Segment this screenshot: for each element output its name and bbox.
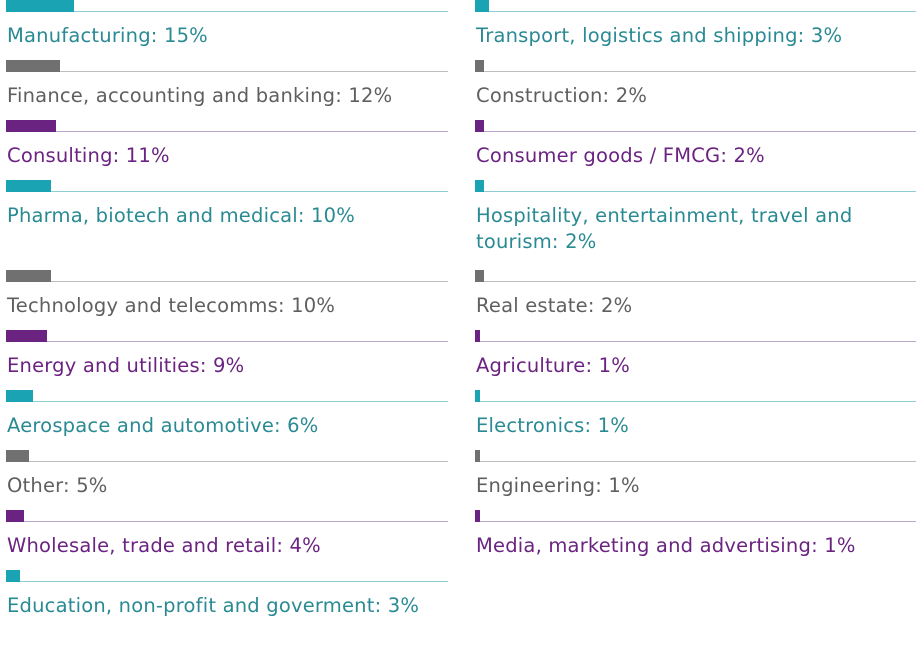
bar — [475, 120, 484, 132]
chart-column-left: Manufacturing: 15% Finance, accounting an… — [6, 0, 448, 630]
bar — [6, 120, 56, 132]
bar-row: Technology and telecomms: 10% — [6, 270, 448, 330]
bar — [6, 270, 51, 282]
bar-row: Hospitality, entertainment, travel and t… — [475, 180, 916, 270]
row-divider — [475, 341, 916, 342]
row-divider — [6, 581, 448, 582]
row-divider — [475, 131, 916, 132]
bar-label: Electronics: 1% — [476, 414, 629, 437]
bar-row: Real estate: 2% — [475, 270, 916, 330]
row-divider — [475, 71, 916, 72]
row-divider — [6, 341, 448, 342]
row-divider — [6, 461, 448, 462]
row-divider — [6, 71, 448, 72]
bar-row: Construction: 2% — [475, 60, 916, 120]
row-divider — [475, 281, 916, 282]
bar-label: Finance, accounting and banking: 12% — [7, 84, 393, 107]
bar-row: Consulting: 11% — [6, 120, 448, 180]
bar — [475, 180, 484, 192]
bar-label: Hospitality, entertainment, travel and t… — [476, 204, 853, 253]
row-divider — [475, 11, 916, 12]
bar-label: Aerospace and automotive: 6% — [7, 414, 319, 437]
bar-row: Finance, accounting and banking: 12% — [6, 60, 448, 120]
bar — [475, 60, 484, 72]
bar-row: Transport, logistics and shipping: 3% — [475, 0, 916, 60]
row-divider — [6, 191, 448, 192]
bar — [475, 510, 480, 522]
row-divider — [475, 191, 916, 192]
row-divider — [475, 401, 916, 402]
row-divider — [6, 131, 448, 132]
bar-label: Engineering: 1% — [476, 474, 640, 497]
bar — [475, 330, 480, 342]
bar-label: Energy and utilities: 9% — [7, 354, 245, 377]
bar-label: Education, non-profit and goverment: 3% — [7, 594, 420, 617]
bar-row: Aerospace and automotive: 6% — [6, 390, 448, 450]
bar-label: Other: 5% — [7, 474, 108, 497]
bar — [475, 270, 484, 282]
bar-label: Technology and telecomms: 10% — [7, 294, 336, 317]
bar-row: Electronics: 1% — [475, 390, 916, 450]
row-divider — [6, 521, 448, 522]
bar-row: Education, non-profit and goverment: 3% — [6, 570, 448, 630]
bar — [475, 390, 480, 402]
bar-row: Pharma, biotech and medical: 10% — [6, 180, 448, 270]
row-divider — [6, 11, 448, 12]
row-divider — [6, 401, 448, 402]
bar — [475, 0, 489, 12]
bar — [6, 60, 60, 72]
bar-label: Consumer goods / FMCG: 2% — [476, 144, 765, 167]
bar-row: Media, marketing and advertising: 1% — [475, 510, 916, 570]
row-divider — [6, 281, 448, 282]
bar — [6, 0, 74, 12]
chart-column-right: Transport, logistics and shipping: 3% Con… — [475, 0, 916, 570]
bar-label: Transport, logistics and shipping: 3% — [476, 24, 843, 47]
bar-row: Wholesale, trade and retail: 4% — [6, 510, 448, 570]
row-divider — [475, 521, 916, 522]
bar-label: Wholesale, trade and retail: 4% — [7, 534, 321, 557]
bar-label: Consulting: 11% — [7, 144, 170, 167]
bar — [475, 450, 480, 462]
bar-label: Real estate: 2% — [476, 294, 633, 317]
bar-label: Agriculture: 1% — [476, 354, 630, 377]
bar-row: Other: 5% — [6, 450, 448, 510]
bar-label: Pharma, biotech and medical: 10% — [7, 204, 356, 227]
bar — [6, 180, 51, 192]
bar — [6, 390, 33, 402]
bar-label: Manufacturing: 15% — [7, 24, 208, 47]
bar — [6, 570, 20, 582]
bar-row: Energy and utilities: 9% — [6, 330, 448, 390]
bar — [6, 330, 47, 342]
row-divider — [475, 461, 916, 462]
bar-row: Agriculture: 1% — [475, 330, 916, 390]
bar-row: Consumer goods / FMCG: 2% — [475, 120, 916, 180]
bar-row: Manufacturing: 15% — [6, 0, 448, 60]
bar — [6, 450, 29, 462]
bar-label: Construction: 2% — [476, 84, 648, 107]
bar-row: Engineering: 1% — [475, 450, 916, 510]
bar — [6, 510, 24, 522]
bar-label: Media, marketing and advertising: 1% — [476, 534, 856, 557]
